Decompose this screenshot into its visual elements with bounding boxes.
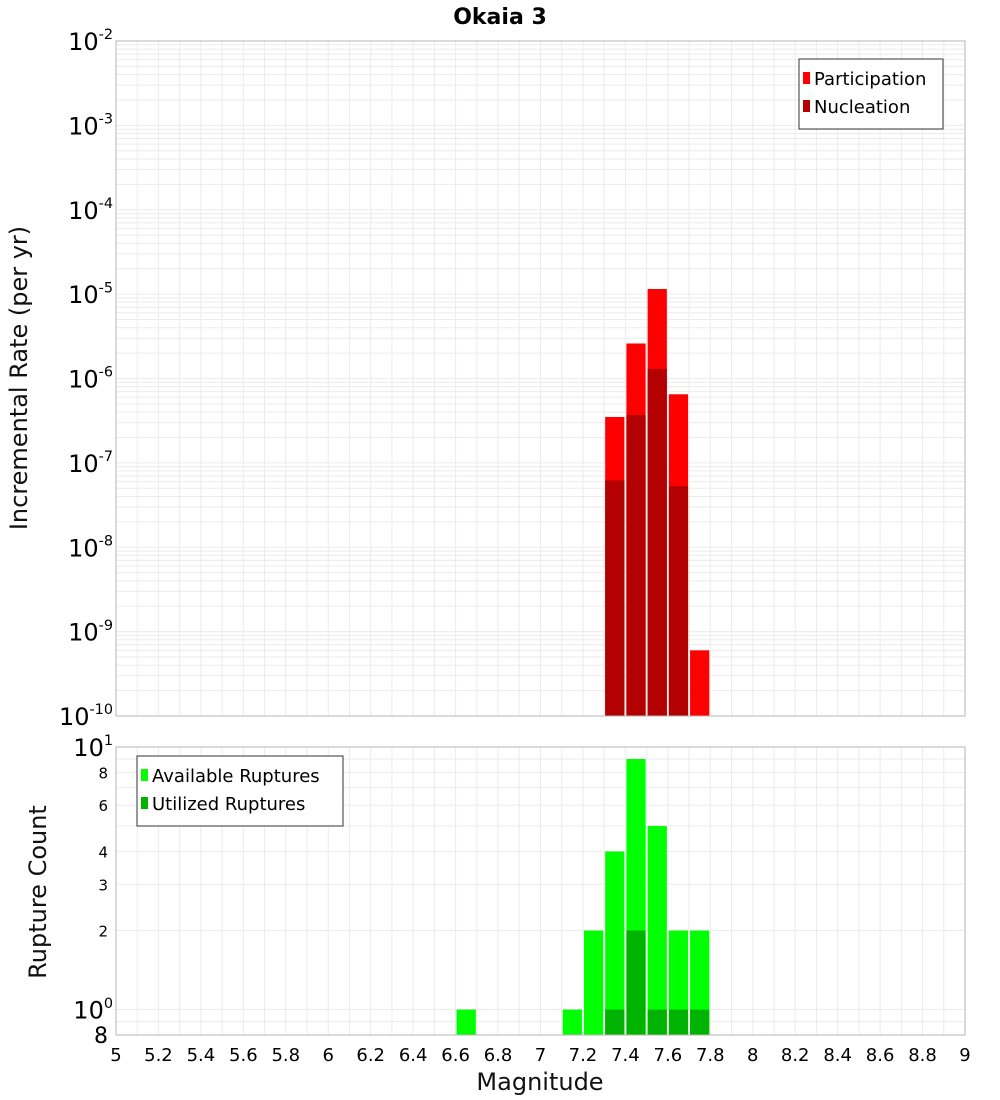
x-tick-label: 5.4: [187, 1045, 216, 1066]
rate-legend-label: Nucleation: [814, 97, 910, 118]
rate-y-tick-label: 10-7: [68, 449, 113, 478]
x-tick-label: 8.2: [781, 1045, 810, 1066]
chart-title: Okaia 3: [453, 5, 547, 30]
count-legend-swatch: [141, 797, 148, 809]
count-bar-available-ruptures: [562, 1009, 582, 1035]
rate-y-tick-label: 10-10: [59, 702, 113, 731]
rate-bar-nucleation: [605, 480, 625, 716]
count-y-tick-label: 4: [98, 843, 108, 861]
rate-bar-nucleation: [626, 414, 646, 716]
rate-legend-swatch: [803, 72, 810, 84]
x-tick-label: 7.4: [611, 1045, 640, 1066]
rate-y-tick-label: 10-8: [68, 533, 113, 562]
rate-gridlines: [115, 41, 966, 717]
count-y-tick-label: 101: [73, 733, 113, 762]
count-legend-label: Utilized Ruptures: [152, 794, 305, 815]
count-y-axis-label: Rupture Count: [24, 805, 52, 979]
count-bar-utilized-ruptures: [626, 930, 646, 1035]
x-tick-label: 6: [323, 1045, 334, 1066]
rate-bars: [605, 289, 710, 716]
x-tick-label: 6.8: [484, 1045, 513, 1066]
x-axis-label: Magnitude: [476, 1068, 603, 1096]
rate-y-tick-label: 10-9: [68, 618, 113, 647]
x-tick-label: 5.2: [144, 1045, 173, 1066]
count-bar-available-ruptures: [605, 851, 625, 1035]
magnitude-x-ticks: 5 5.2 5.4 5.6 5.8 6 6.2 6.4 6.6 6.8 7 7.2 7.4 7.6 7.8 8…: [110, 1045, 970, 1066]
rate-y-tick-label: 10-3: [68, 112, 113, 141]
count-legend-swatch: [141, 769, 148, 781]
count-y-tick-label: 100: [73, 996, 113, 1025]
count-legend-box: [136, 755, 344, 827]
count-legend-label: Available Ruptures: [152, 766, 320, 787]
x-tick-label: 7.8: [696, 1045, 725, 1066]
x-tick-label: 7.2: [569, 1045, 598, 1066]
count-bar-available-ruptures: [647, 826, 667, 1035]
x-tick-label: 8.6: [866, 1045, 895, 1066]
x-tick-label: 7: [535, 1045, 546, 1066]
rate-plot-frame: [115, 40, 966, 717]
count-bar-available-ruptures: [456, 1009, 476, 1035]
x-tick-label: 6.6: [441, 1045, 470, 1066]
count-bar-utilized-ruptures: [605, 1009, 625, 1035]
x-tick-label: 9: [959, 1045, 970, 1066]
count-bar-available-ruptures: [690, 930, 710, 1035]
count-bar-utilized-ruptures: [690, 1009, 710, 1035]
count-y-tick-label: 2: [98, 923, 108, 941]
rate-legend-label: Participation: [814, 69, 926, 90]
count-bar-utilized-ruptures: [647, 1009, 667, 1035]
rate-y-tick-label: 10-6: [68, 365, 113, 394]
rate-legend-swatch: [803, 100, 810, 112]
rate-legend-box: [798, 58, 944, 130]
rate-y-ticks: 10-2 10-3 10-4 10-5 10-6 10-7 10-8 10-9 10-10: [59, 27, 113, 731]
rate-bar-nucleation: [668, 486, 689, 716]
count-legend: Available Ruptures Utilized Ruptures: [136, 755, 344, 827]
count-bar-available-ruptures: [668, 930, 689, 1035]
rate-bar-participation: [690, 650, 710, 716]
rate-y-tick-label: 10-5: [68, 280, 113, 309]
x-tick-label: 8.8: [908, 1045, 937, 1066]
rate-y-tick-label: 10-2: [68, 27, 113, 56]
x-tick-label: 8.4: [823, 1045, 852, 1066]
rate-legend: Participation Nucleation: [798, 58, 944, 130]
x-tick-label: 5.6: [229, 1045, 258, 1066]
x-tick-label: 7.6: [654, 1045, 683, 1066]
x-tick-label: 6.2: [356, 1045, 385, 1066]
count-y-tick-label: 8: [94, 1024, 108, 1049]
count-bar-utilized-ruptures: [668, 1009, 689, 1035]
count-y-tick-label: 6: [98, 797, 108, 815]
rate-y-tick-label: 10-4: [68, 196, 113, 225]
rate-y-axis-label: Incremental Rate (per yr): [5, 226, 33, 530]
rate-bar-nucleation: [647, 368, 667, 716]
x-tick-label: 5: [110, 1045, 121, 1066]
count-y-tick-label: 8: [98, 764, 108, 782]
x-tick-label: 5.8: [271, 1045, 300, 1066]
count-y-tick-label: 3: [98, 876, 108, 894]
count-bars: [456, 759, 710, 1035]
x-tick-label: 6.4: [399, 1045, 428, 1066]
count-bar-available-ruptures: [583, 930, 604, 1035]
x-tick-label: 8: [747, 1045, 758, 1066]
rate-plot: 10-2 10-3 10-4 10-5 10-6 10-7 10-8 10-9 10-10 Pa…: [59, 27, 966, 731]
count-plot-frame: [115, 746, 966, 1036]
